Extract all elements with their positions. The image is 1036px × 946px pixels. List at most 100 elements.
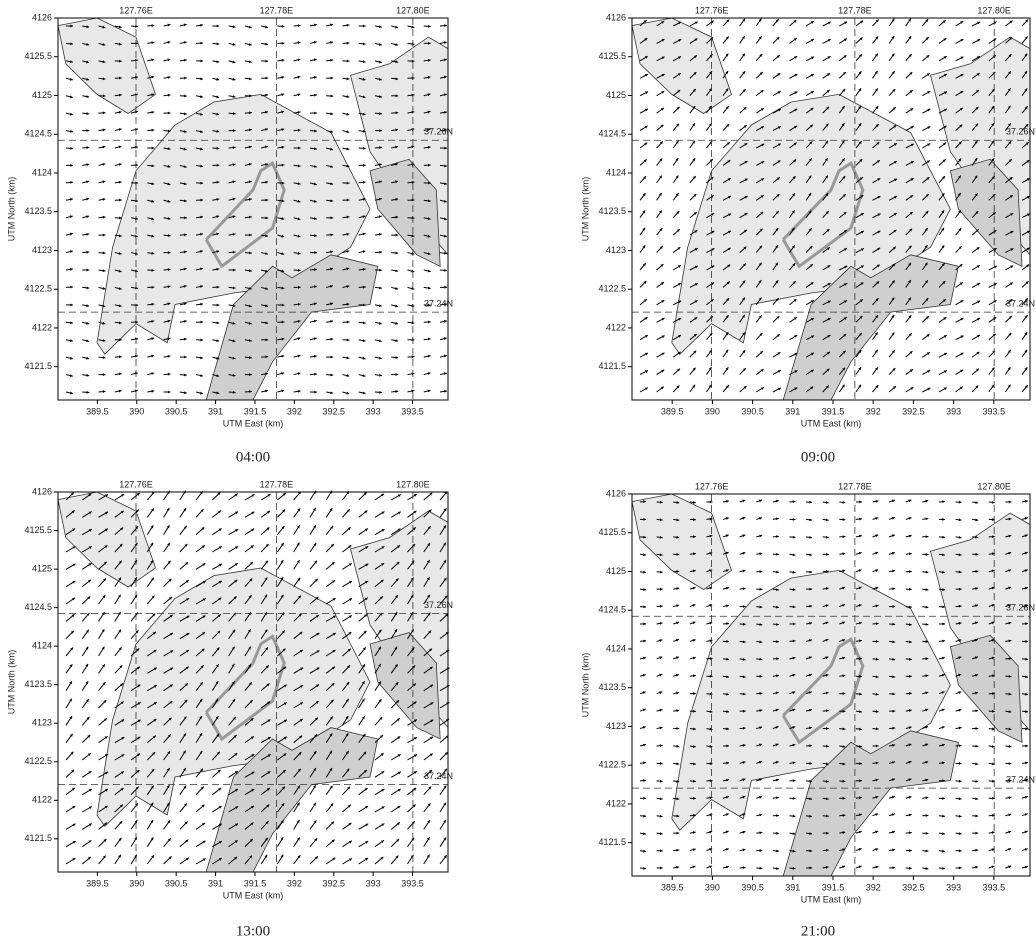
- panel-caption: 09:00: [801, 449, 835, 465]
- wind-arrowhead: [926, 832, 929, 835]
- y-tick-label: 4121.5: [598, 837, 626, 847]
- wind-arrowhead: [119, 355, 122, 358]
- y-tick-label: 4123.5: [24, 679, 52, 689]
- wind-arrowhead: [710, 501, 713, 504]
- latitude-label: 37.24N: [1006, 299, 1035, 309]
- y-tick-label: 4122: [606, 322, 626, 332]
- x-tick-label: 389.5: [661, 882, 684, 892]
- wind-arrowhead: [395, 390, 398, 393]
- x-tick-label: 391.5: [822, 882, 845, 892]
- wind-arrowhead: [152, 147, 155, 150]
- x-tick-label: 392: [287, 878, 302, 888]
- x-tick-label: 393.5: [983, 882, 1006, 892]
- wind-arrowhead: [942, 536, 945, 539]
- wind-arrowhead: [677, 832, 680, 835]
- map-panel: 127.76E127.78E127.80E37.26N37.24N389.539…: [580, 5, 1035, 465]
- wind-arrowhead: [70, 181, 73, 184]
- longitude-label: 127.78E: [838, 5, 872, 15]
- wind-arrowhead: [184, 95, 187, 98]
- wind-arrowhead: [363, 42, 366, 45]
- y-tick-label: 4125.5: [24, 525, 52, 535]
- wind-arrowhead: [70, 304, 73, 307]
- wind-arrowhead: [86, 112, 89, 115]
- x-tick-label: 389.5: [661, 406, 684, 416]
- x-tick-label: 390: [705, 882, 720, 892]
- y-tick-label: 4125: [606, 566, 626, 576]
- wind-arrowhead: [217, 25, 220, 28]
- wind-arrowhead: [86, 251, 89, 254]
- wind-arrowhead: [843, 535, 846, 538]
- wind-arrowhead: [926, 814, 929, 817]
- wind-arrowhead: [314, 112, 317, 115]
- wind-arrowhead: [70, 164, 73, 167]
- y-tick-label: 4123: [606, 721, 626, 731]
- wind-arrowhead: [926, 571, 929, 574]
- map-panel: 127.76E127.78E127.80E37.26N37.24N389.539…: [6, 479, 453, 939]
- wind-arrowhead: [826, 536, 829, 539]
- wind-arrowhead: [217, 304, 220, 307]
- y-tick-label: 4124.5: [598, 129, 626, 139]
- x-axis-label: UTM East (km): [801, 894, 862, 904]
- x-tick-label: 391.5: [822, 406, 845, 416]
- longitude-label: 127.76E: [695, 481, 729, 491]
- wind-arrowhead: [135, 25, 138, 28]
- wind-arrowhead: [809, 571, 812, 574]
- x-tick-label: 391.5: [244, 406, 267, 416]
- figure: 127.76E127.78E127.80E37.26N37.24N389.539…: [0, 0, 1036, 946]
- wind-arrowhead: [660, 762, 663, 765]
- wind-arrowhead: [809, 501, 812, 504]
- y-tick-label: 4122.5: [598, 760, 626, 770]
- y-tick-label: 4124: [32, 641, 52, 651]
- x-tick-label: 390.5: [165, 878, 188, 888]
- x-tick-label: 393.5: [983, 406, 1006, 416]
- latitude-label: 37.24N: [424, 771, 453, 781]
- wind-arrowhead: [152, 24, 155, 27]
- wind-arrowhead: [942, 500, 945, 503]
- wind-arrowhead: [892, 866, 895, 869]
- wind-arrowhead: [168, 112, 171, 115]
- longitude-label: 127.76E: [695, 5, 729, 15]
- x-tick-label: 390.5: [741, 406, 764, 416]
- wind-arrowhead: [793, 797, 796, 800]
- wind-arrowhead: [793, 500, 796, 503]
- map-panel: 127.76E127.78E127.80E37.26N37.24N389.539…: [580, 481, 1035, 939]
- wind-arrowhead: [347, 339, 350, 342]
- wind-arrowhead: [330, 95, 333, 98]
- wind-arrowhead: [200, 42, 203, 45]
- x-axis-label: UTM East (km): [223, 890, 284, 900]
- wind-arrowhead: [976, 832, 979, 835]
- longitude-label: 127.80E: [977, 481, 1011, 491]
- x-tick-label: 393: [366, 878, 381, 888]
- x-tick-label: 393: [366, 406, 381, 416]
- wind-arrowhead: [776, 571, 779, 574]
- y-tick-label: 4121.5: [598, 361, 626, 371]
- wind-arrowhead: [776, 814, 779, 817]
- wind-arrowhead: [760, 849, 763, 852]
- x-tick-label: 392: [866, 882, 881, 892]
- wind-arrowhead: [103, 111, 106, 114]
- wind-arrowhead: [86, 391, 89, 394]
- wind-arrowhead: [942, 518, 945, 521]
- x-tick-label: 391.5: [244, 878, 267, 888]
- wind-arrowhead: [793, 536, 796, 539]
- wind-arrowhead: [1009, 745, 1012, 748]
- y-tick-label: 4122.5: [24, 756, 52, 766]
- wind-arrowhead: [395, 356, 398, 359]
- y-tick-label: 4123: [32, 718, 52, 728]
- y-axis-label: UTM North (km): [580, 653, 590, 718]
- y-tick-label: 4123.5: [24, 206, 52, 216]
- wind-arrowhead: [959, 501, 962, 504]
- wind-arrowhead: [926, 535, 929, 538]
- y-tick-label: 4121.5: [24, 361, 52, 371]
- x-tick-label: 393: [946, 882, 961, 892]
- wind-arrowhead: [1025, 744, 1028, 747]
- y-tick-label: 4125: [32, 90, 52, 100]
- wind-arrowhead: [677, 727, 680, 730]
- wind-arrowhead: [412, 355, 415, 358]
- wind-arrowhead: [379, 251, 382, 254]
- wind-arrowhead: [87, 269, 90, 272]
- y-tick-label: 4125: [606, 90, 626, 100]
- wind-arrowhead: [942, 867, 945, 870]
- wind-arrowhead: [959, 780, 962, 783]
- wind-arrowhead: [676, 849, 679, 852]
